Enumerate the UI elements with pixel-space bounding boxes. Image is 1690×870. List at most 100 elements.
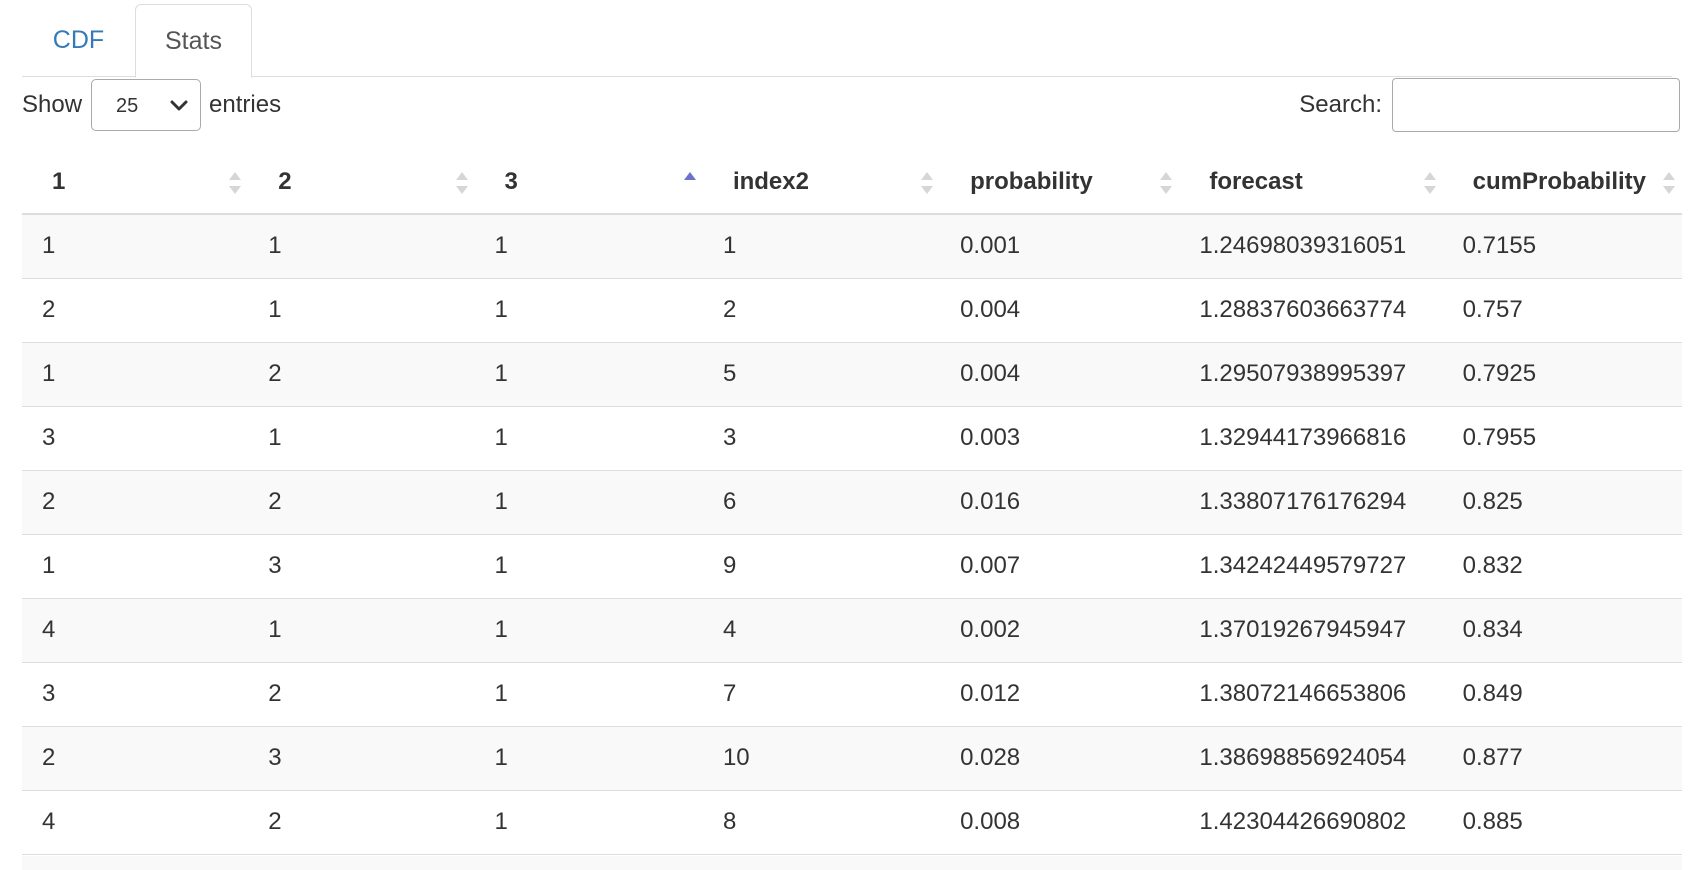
table-cell: 2 bbox=[22, 470, 249, 535]
column-header-index2[interactable]: index2 bbox=[702, 151, 941, 215]
table-row-partial bbox=[22, 856, 1682, 870]
search-input[interactable] bbox=[1392, 78, 1680, 132]
tab-stats[interactable]: Stats bbox=[135, 4, 252, 78]
table-cell: 0.007 bbox=[940, 534, 1180, 599]
table-cell: 0.757 bbox=[1442, 278, 1682, 343]
column-header-3[interactable]: 3 bbox=[474, 151, 703, 215]
table-cell: 1.34242449579727 bbox=[1179, 534, 1443, 599]
table-cell: 0.008 bbox=[940, 790, 1180, 855]
sort-both-icon bbox=[1423, 172, 1436, 194]
table-row[interactable]: 2 3 1 10 0.028 1.38698856924054 0.877 bbox=[22, 726, 1682, 791]
table-cell: 7 bbox=[702, 662, 941, 727]
table-cell: 0.004 bbox=[940, 342, 1180, 407]
data-table: 1 2 3 index2 probability forecast cumProbabili… bbox=[22, 151, 1682, 855]
table-cell: 3 bbox=[22, 406, 249, 471]
table-cell: 3 bbox=[702, 406, 941, 471]
table-cell: 1 bbox=[474, 470, 703, 535]
table-cell: 1.38698856924054 bbox=[1179, 726, 1443, 791]
table-row[interactable]: 1 2 1 5 0.004 1.29507938995397 0.7925 bbox=[22, 342, 1682, 407]
show-label: Show bbox=[22, 91, 83, 118]
table-row[interactable]: 2 1 1 2 0.004 1.28837603663774 0.757 bbox=[22, 278, 1682, 343]
table-cell: 1 bbox=[474, 726, 703, 791]
column-header-label: index2 bbox=[732, 168, 809, 195]
table-cell: 0.012 bbox=[940, 662, 1180, 727]
table-cell: 1 bbox=[248, 598, 475, 663]
search-label: Search: bbox=[1299, 91, 1382, 118]
table-cell: 2 bbox=[248, 662, 475, 727]
table-cell: 0.885 bbox=[1442, 790, 1682, 855]
table-cell: 1 bbox=[474, 214, 703, 279]
table-cell: 8 bbox=[702, 790, 941, 855]
table-cell: 2 bbox=[248, 470, 475, 535]
table-cell: 1.42304426690802 bbox=[1179, 790, 1443, 855]
table-cell: 0.004 bbox=[940, 278, 1180, 343]
table-row[interactable]: 2 2 1 6 0.016 1.33807176176294 0.825 bbox=[22, 470, 1682, 535]
table-cell: 1 bbox=[22, 214, 249, 279]
entries-length-control: Show 25 entries bbox=[22, 78, 281, 132]
table-cell: 1 bbox=[248, 406, 475, 471]
table-cell: 2 bbox=[702, 278, 941, 343]
table-cell: 4 bbox=[22, 790, 249, 855]
table-cell: 1 bbox=[474, 662, 703, 727]
column-header-forecast[interactable]: forecast bbox=[1179, 151, 1443, 215]
table-cell: 1 bbox=[474, 598, 703, 663]
table-cell: 1 bbox=[474, 406, 703, 471]
table-cell: 1.28837603663774 bbox=[1179, 278, 1443, 343]
sort-both-icon bbox=[455, 172, 468, 194]
table-row[interactable]: 1 3 1 9 0.007 1.34242449579727 0.832 bbox=[22, 534, 1682, 599]
column-header-1[interactable]: 1 bbox=[22, 151, 249, 215]
column-header-2[interactable]: 2 bbox=[248, 151, 475, 215]
table-cell: 0.001 bbox=[940, 214, 1180, 279]
table-cell: 1 bbox=[22, 534, 249, 599]
table-cell: 1 bbox=[248, 214, 475, 279]
table-row[interactable]: 1 1 1 1 0.001 1.24698039316051 0.7155 bbox=[22, 214, 1682, 279]
sort-both-icon bbox=[229, 172, 242, 194]
table-cell: 0.834 bbox=[1442, 598, 1682, 663]
table-cell: 0.003 bbox=[940, 406, 1180, 471]
table-cell: 1 bbox=[248, 278, 475, 343]
table-cell: 4 bbox=[702, 598, 941, 663]
table-cell: 0.7955 bbox=[1442, 406, 1682, 471]
entries-select-value: 25 bbox=[116, 95, 139, 117]
search-control: Search: bbox=[1299, 78, 1680, 132]
sort-ascending-icon bbox=[683, 172, 696, 180]
sort-both-icon bbox=[921, 172, 934, 194]
sort-both-icon bbox=[1160, 172, 1173, 194]
table-cell: 10 bbox=[702, 726, 941, 791]
table-cell: 1.32944173966816 bbox=[1179, 406, 1443, 471]
entries-label: entries bbox=[209, 91, 282, 118]
table-cell: 0.016 bbox=[940, 470, 1180, 535]
column-header-cumprobability[interactable]: cumProbability bbox=[1442, 151, 1682, 215]
table-cell: 3 bbox=[248, 534, 475, 599]
table-cell: 5 bbox=[702, 342, 941, 407]
table-cell: 1.33807176176294 bbox=[1179, 470, 1443, 535]
table-row[interactable]: 3 1 1 3 0.003 1.32944173966816 0.7955 bbox=[22, 406, 1682, 471]
table-cell: 1.29507938995397 bbox=[1179, 342, 1443, 407]
column-header-probability[interactable]: probability bbox=[940, 151, 1180, 215]
tab-cdf[interactable]: CDF bbox=[52, 26, 105, 54]
column-header-label: probability bbox=[970, 168, 1093, 195]
table-cell: 0.877 bbox=[1442, 726, 1682, 791]
table-cell: 1.38072146653806 bbox=[1179, 662, 1443, 727]
table-cell: 1 bbox=[22, 342, 249, 407]
table-cell: 0.832 bbox=[1442, 534, 1682, 599]
table-row[interactable]: 4 1 1 4 0.002 1.37019267945947 0.834 bbox=[22, 598, 1682, 663]
column-header-label: 1 bbox=[52, 168, 66, 195]
table-cell: 1.24698039316051 bbox=[1179, 214, 1443, 279]
table-row[interactable]: 4 2 1 8 0.008 1.42304426690802 0.885 bbox=[22, 790, 1682, 855]
table-cell: 2 bbox=[248, 342, 475, 407]
table-cell: 1 bbox=[474, 790, 703, 855]
table-cell: 1 bbox=[474, 278, 703, 343]
table-row[interactable]: 3 2 1 7 0.012 1.38072146653806 0.849 bbox=[22, 662, 1682, 727]
table-cell: 0.7155 bbox=[1442, 214, 1682, 279]
table-cell: 0.7925 bbox=[1442, 342, 1682, 407]
column-header-label: forecast bbox=[1209, 168, 1303, 195]
table-cell: 3 bbox=[22, 662, 249, 727]
column-header-label: cumProbability bbox=[1472, 168, 1647, 195]
entries-select[interactable]: 25 bbox=[91, 79, 202, 131]
table-cell: 0.002 bbox=[940, 598, 1180, 663]
table-cell: 4 bbox=[22, 598, 249, 663]
table-cell: 2 bbox=[248, 790, 475, 855]
table-header-row: 1 2 3 index2 probability forecast cumProbabili… bbox=[22, 151, 1682, 215]
